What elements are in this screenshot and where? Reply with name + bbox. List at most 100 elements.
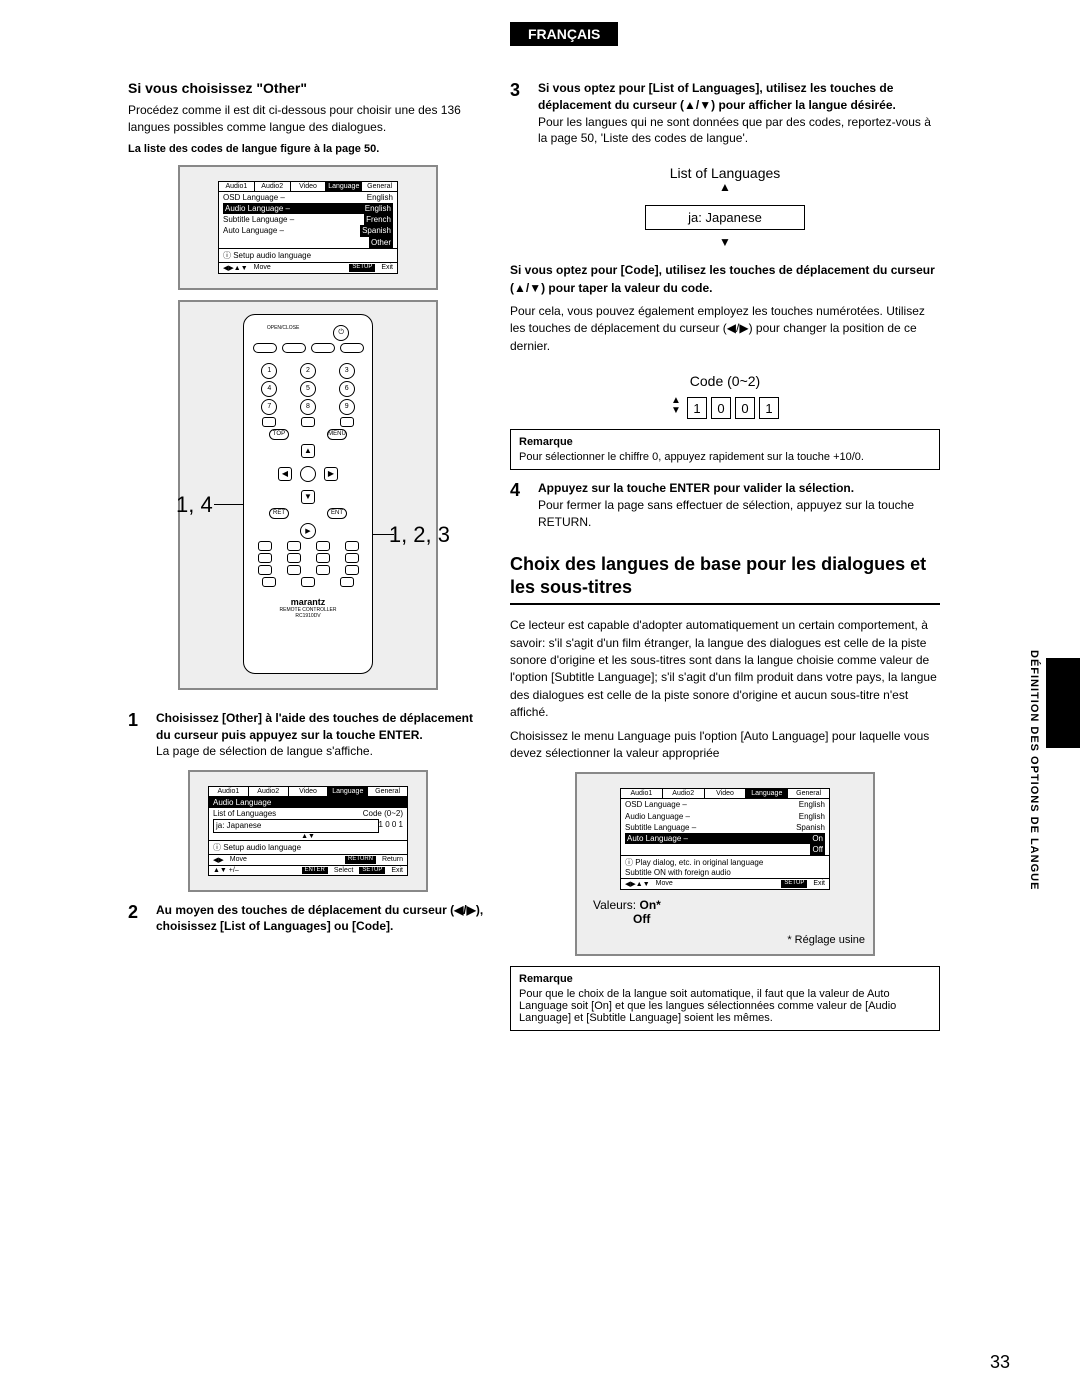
step4-body: Pour fermer la page sans effectuer de sé…	[538, 498, 914, 529]
osd-chip: ENTER	[302, 867, 328, 874]
osd-key: Audio Language –	[625, 811, 799, 822]
osd-tab: Audio1	[219, 182, 255, 191]
osd-val: Code (0~2)	[363, 808, 403, 819]
section-heading: Choix des langues de base pour les dialo…	[510, 553, 940, 606]
osd-foot: Move	[254, 264, 271, 272]
top-menu-btn: TOP	[269, 429, 289, 440]
osd-tab: Audio2	[249, 787, 289, 796]
code-digit: 0	[735, 397, 755, 419]
osd-tab: General	[788, 789, 829, 798]
osd-foot: Exit	[813, 880, 825, 888]
num-btn: 8	[300, 399, 316, 415]
dpad: ▲ ▼ ◀ ▶	[278, 444, 338, 504]
enter-btn	[300, 466, 316, 482]
remote-btn	[258, 553, 272, 563]
remote-btn	[262, 417, 276, 427]
callout-14: 1, 4	[176, 492, 213, 518]
num-btn: 2	[300, 363, 316, 379]
remote-btn	[287, 565, 301, 575]
osd-foot: Move	[656, 880, 673, 888]
osd-foot: Exit	[391, 867, 403, 874]
code-digit: 0	[711, 397, 731, 419]
osd-val: English	[363, 203, 393, 214]
osd-val: English	[799, 799, 825, 810]
remote-btn	[287, 541, 301, 551]
code-title: Si vous optez pour [Code], utilisez les …	[510, 263, 935, 294]
step1-bold: Choisissez [Other] à l'aide des touches …	[156, 711, 473, 742]
osd-key: OSD Language –	[625, 799, 799, 810]
down-arrow-icon: ▼	[671, 406, 681, 416]
osd-hl: Audio Language	[209, 797, 407, 808]
list-ref: La liste des codes de langue figure à la…	[128, 143, 488, 155]
right-column: 3 Si vous optez pour [List of Languages]…	[510, 80, 940, 1041]
osd-key	[625, 844, 810, 855]
model-label: RC1910DV	[250, 613, 366, 619]
remote-btn	[301, 577, 315, 587]
num-btn: 7	[261, 399, 277, 415]
note-box-1: Remarque Pour sélectionner le chiffre 0,…	[510, 429, 940, 470]
step-number: 2	[128, 902, 146, 936]
osd-info: ⓘ Play dialog, etc. in original language…	[621, 855, 829, 878]
step2-bold: Au moyen des touches de déplacement du c…	[156, 903, 483, 934]
power-icon: ⏻	[333, 325, 349, 341]
menu-btn: MENU	[327, 429, 347, 440]
num-btn: 1	[261, 363, 277, 379]
note-title: Remarque	[519, 973, 931, 985]
factory-footnote: * Réglage usine	[585, 934, 865, 946]
remote-btn	[282, 343, 306, 353]
osd-foot: Exit	[381, 264, 393, 272]
remote-btn	[258, 565, 272, 575]
num-btn: 9	[339, 399, 355, 415]
remote-btn	[345, 553, 359, 563]
list-title: List of Languages	[510, 165, 940, 181]
para1: Ce lecteur est capable d'adopter automat…	[510, 617, 940, 721]
osd-key: Auto Language –	[223, 225, 360, 236]
step3-bold: Si vous optez pour [List of Languages], …	[538, 81, 896, 112]
osd-chip: SETUP	[359, 867, 385, 874]
arrows-icon: ◀▶▲▼	[223, 264, 248, 272]
values-label: Valeurs:	[593, 898, 636, 912]
osd-foot: Move	[230, 856, 247, 864]
remote-btn	[316, 553, 330, 563]
osd-val: Spanish	[796, 822, 825, 833]
step4-bold: Appuyez sur la touche ENTER pour valider…	[538, 481, 854, 495]
code-label: Code (0~2)	[510, 373, 940, 389]
osd-key	[223, 237, 369, 248]
osd-screenshot-1: Audio1 Audio2 Video Language General OSD…	[178, 165, 438, 290]
note-body: Pour sélectionner le chiffre 0, appuyez …	[519, 451, 864, 463]
code-digit: 1	[687, 397, 707, 419]
osd-chip: SETUP	[781, 880, 807, 888]
osd-key: Subtitle Language –	[223, 214, 364, 225]
remote-illustration: 1, 4 1, 2, 3 OPEN/CLOSE⏻ 123 456 789 TOP…	[178, 300, 438, 690]
subheading-other: Si vous choisissez "Other"	[128, 80, 488, 96]
list-display: ja: Japanese	[645, 205, 805, 230]
osd-val: English	[367, 192, 393, 203]
osd-tab: General	[362, 182, 397, 191]
num-btn: 6	[339, 381, 355, 397]
osd-tab: Audio2	[663, 789, 705, 798]
code-digit: 1	[759, 397, 779, 419]
note-body: Pour que le choix de la langue soit auto…	[519, 988, 896, 1024]
remote-btn	[345, 565, 359, 575]
up-icon: ▲	[301, 444, 315, 458]
side-black-tab	[1046, 658, 1080, 748]
osd-chip: SETUP	[349, 264, 375, 272]
osd-key: Subtitle Language –	[625, 822, 796, 833]
step-number: 4	[510, 480, 528, 530]
step3-body: Pour les langues qui ne sont données que…	[538, 115, 931, 146]
remote-btn	[316, 541, 330, 551]
osd-info: ⓘ Setup audio language	[209, 840, 407, 854]
intro-text: Procédez comme il est dit ci-dessous pou…	[128, 102, 488, 137]
osd-key: OSD Language –	[223, 192, 367, 203]
osd-tab-selected: Language	[746, 789, 788, 798]
num-btn: 3	[339, 363, 355, 379]
step-number: 1	[128, 710, 146, 760]
remote-btn	[340, 417, 354, 427]
down-arrow-icon: ▼	[510, 236, 940, 248]
remote-btn	[253, 343, 277, 353]
note-box-2: Remarque Pour que le choix de la langue …	[510, 966, 940, 1031]
osd-val: English	[799, 811, 825, 822]
osd-tab: Video	[289, 787, 329, 796]
left-icon: ◀	[278, 467, 292, 481]
osd-val: Off	[810, 844, 825, 855]
